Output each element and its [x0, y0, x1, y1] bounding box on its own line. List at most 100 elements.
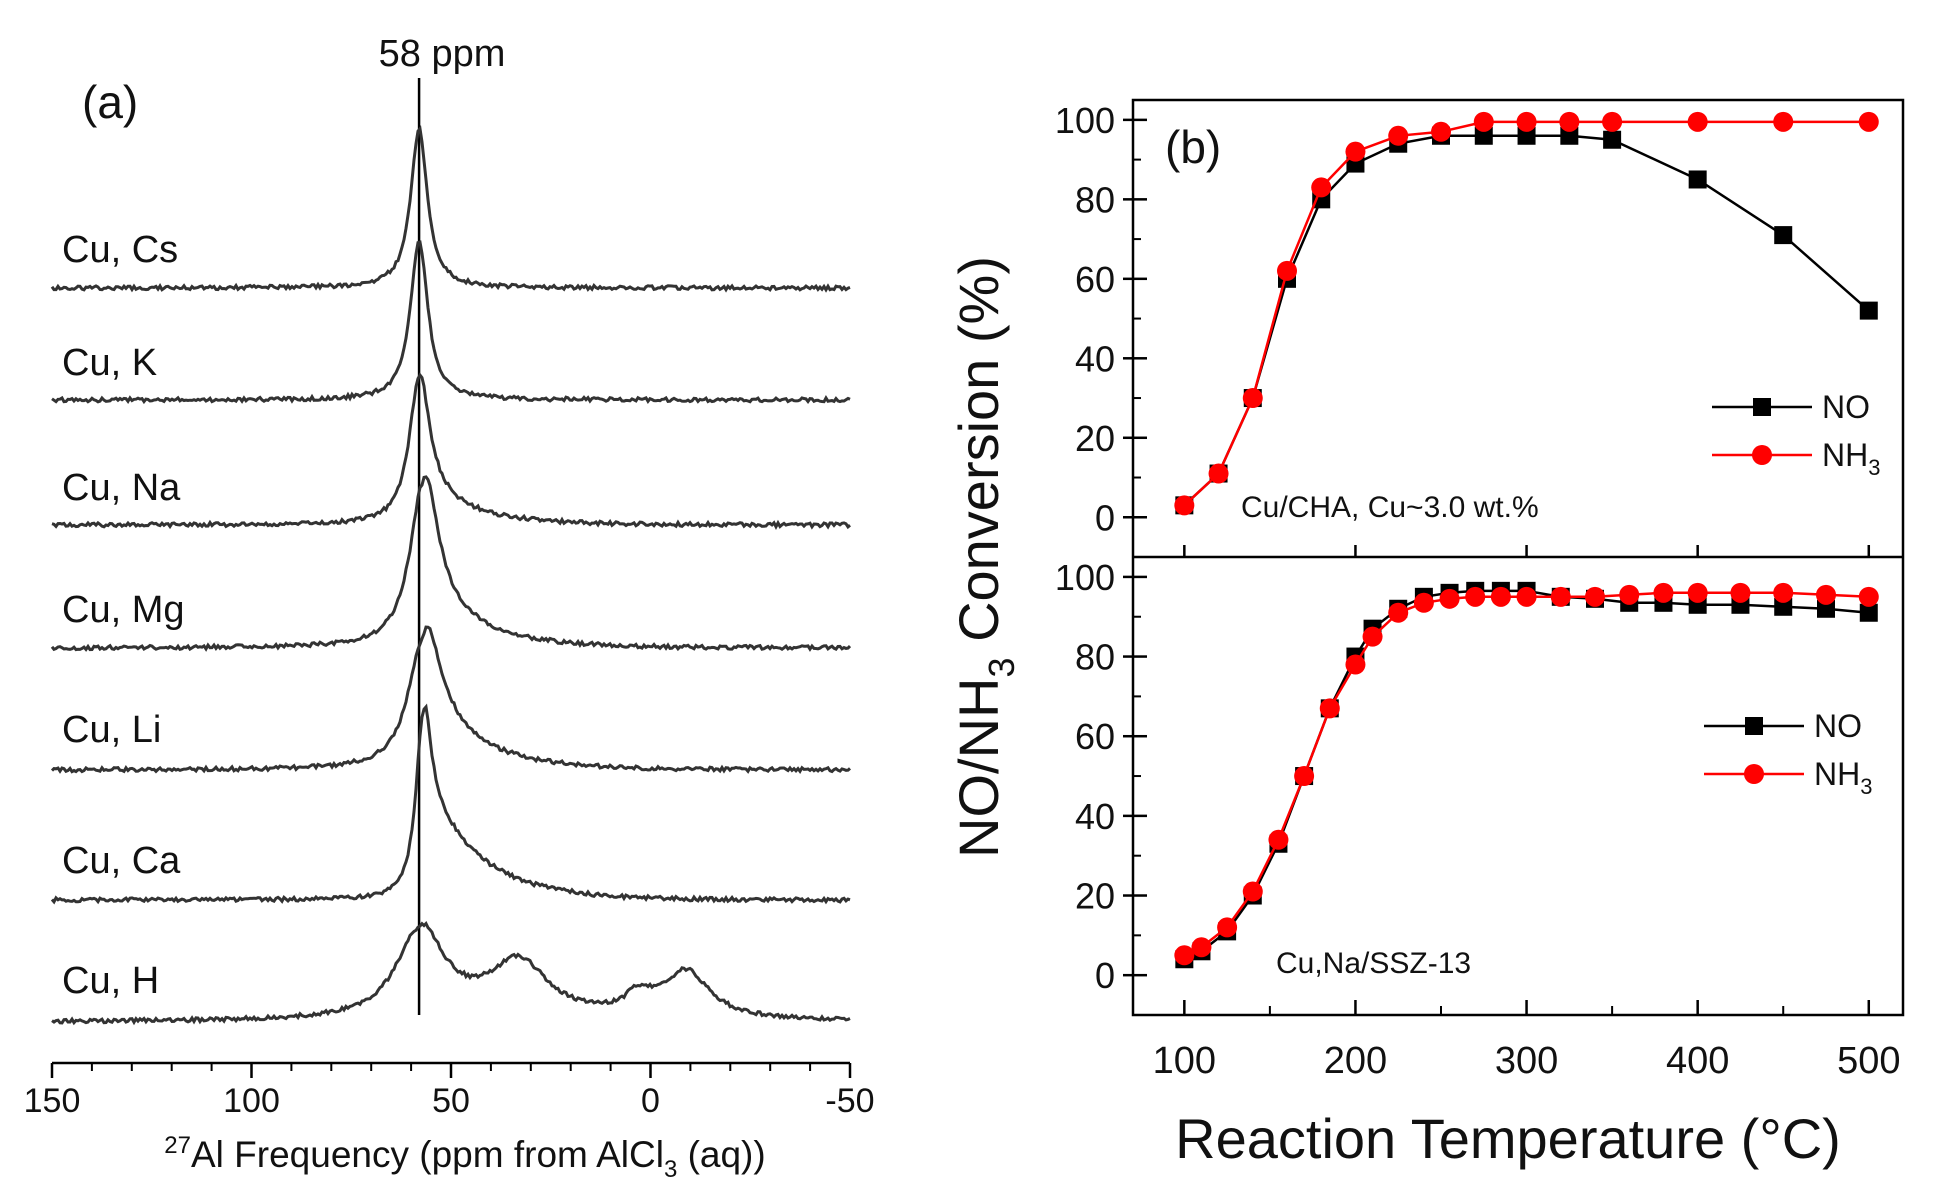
data-point-circle — [1490, 586, 1511, 607]
data-point-square — [1817, 599, 1835, 618]
spectrum-label: Cu, H — [62, 960, 159, 1002]
data-point-circle — [1208, 463, 1229, 484]
data-point-circle — [1242, 881, 1263, 902]
x-tick-label: 200 — [1324, 1040, 1387, 1082]
spectrum-trace — [50, 625, 852, 775]
data-point-circle — [1653, 582, 1674, 603]
panel-b-axes: 100 200 300 400 500 0 20 40 60 80 100 0 20 40 60 80 100 — [1055, 100, 1901, 1082]
y-tick-label: 100 — [1055, 557, 1115, 598]
data-point-square — [1859, 301, 1878, 320]
data-point-circle — [1268, 829, 1289, 850]
data-point-circle — [1277, 260, 1297, 281]
panel-a-x-axis-label: 27Al Frequency (ppm from AlCl3 (aq)) — [164, 1132, 765, 1183]
x-tick-label: 50 — [432, 1082, 470, 1120]
data-point-circle — [1388, 602, 1409, 623]
data-point-square — [1603, 130, 1622, 149]
panel-b-legends: NO NH3 NO NH3 — [1704, 389, 1880, 799]
data-point-circle — [1174, 945, 1195, 966]
spectrum-label: Cu, K — [62, 342, 157, 384]
peak-annotation-58-ppm: 58 ppm — [379, 33, 506, 75]
spectrum-trace — [50, 703, 851, 905]
data-point-circle — [1473, 111, 1494, 132]
data-point-circle — [1319, 698, 1340, 719]
data-point-circle — [1242, 388, 1263, 409]
data-point-circle — [1550, 586, 1571, 607]
data-point-circle — [1619, 584, 1640, 605]
data-point-circle — [1559, 111, 1580, 132]
x-tick-label: -50 — [825, 1082, 874, 1120]
y-tick-label: 20 — [1075, 876, 1115, 917]
data-point-circle — [1516, 111, 1537, 132]
spectrum-label: Cu, Mg — [62, 589, 184, 631]
data-point-circle — [1465, 586, 1486, 607]
legend-label: NO — [1822, 389, 1870, 425]
legend-label: NH3 — [1822, 437, 1880, 480]
data-point-circle — [1858, 586, 1879, 607]
legend-marker-square — [1745, 717, 1763, 735]
lower-panel-annotation: Cu,Na/SSZ-13 — [1276, 947, 1471, 980]
data-point-circle — [1602, 111, 1623, 132]
data-point-circle — [1174, 495, 1195, 516]
data-point-circle — [1687, 111, 1708, 132]
data-point-circle — [1191, 937, 1212, 958]
legend-marker-square — [1753, 398, 1771, 416]
data-point-circle — [1773, 582, 1794, 603]
panel-b-y-axis-label: NO/NH3 Conversion (%) — [947, 256, 1022, 858]
data-point-circle — [1816, 584, 1836, 605]
data-point-circle — [1345, 141, 1366, 162]
y-tick-label: 0 — [1095, 497, 1115, 538]
y-tick-label: 0 — [1095, 955, 1115, 996]
data-point-circle — [1217, 917, 1238, 938]
x-tick-label: 0 — [641, 1082, 660, 1120]
data-point-circle — [1730, 582, 1751, 603]
y-tick-label: 60 — [1075, 259, 1115, 300]
spectrum-label: Cu, Cs — [62, 229, 178, 271]
data-point-circle — [1413, 592, 1434, 613]
spectrum-label: Cu, Na — [62, 467, 181, 509]
panel-a-x-axis: 150 100 50 0 -50 — [24, 1061, 875, 1120]
y-tick-label: 60 — [1075, 716, 1115, 757]
y-tick-label: 80 — [1075, 179, 1115, 220]
data-point-circle — [1294, 766, 1315, 787]
panel-a-label: (a) — [82, 76, 138, 128]
data-point-circle — [1687, 582, 1708, 603]
data-point-circle — [1516, 586, 1537, 607]
data-point-circle — [1311, 177, 1332, 198]
y-tick-label: 40 — [1075, 796, 1115, 837]
x-tick-label: 150 — [24, 1082, 81, 1120]
panel-b-conversion: (b) 100 200 300 400 500 0 20 40 60 80 100 0 20 40 60 80… — [947, 98, 1905, 1170]
panel-b-series — [1174, 111, 1879, 969]
legend-label: NO — [1814, 708, 1862, 744]
data-point-square — [1859, 603, 1878, 622]
spectrum-label: Cu, Ca — [62, 840, 181, 882]
data-point-circle — [1362, 626, 1383, 647]
data-point-circle — [1431, 121, 1451, 142]
y-tick-label: 80 — [1075, 637, 1115, 678]
panel-a-nmr: (a) 58 ppm Cu, Cs Cu, K Cu, Na Cu, Mg Cu, Li… — [24, 33, 875, 1183]
y-tick-label: 100 — [1055, 100, 1115, 141]
data-point-square — [1774, 597, 1793, 616]
data-point-square — [1560, 126, 1579, 145]
data-point-circle — [1439, 588, 1460, 609]
x-tick-label: 100 — [223, 1082, 280, 1120]
spectrum-trace — [50, 475, 852, 652]
data-point-square — [1688, 170, 1707, 189]
y-tick-label: 40 — [1075, 338, 1115, 379]
legend-marker-circle — [1752, 445, 1772, 465]
data-point-circle — [1345, 654, 1366, 675]
spectrum-trace — [51, 372, 851, 530]
spectrum-trace — [50, 125, 851, 293]
data-point-square — [1517, 126, 1536, 145]
spectrum-trace — [51, 920, 851, 1026]
y-tick-label: 20 — [1075, 418, 1115, 459]
nmr-spectra: Cu, Cs Cu, K Cu, Na Cu, Mg Cu, Li Cu, Ca Cu, H — [50, 125, 852, 1026]
spectrum-label: Cu, Li — [62, 709, 161, 751]
x-tick-label: 300 — [1495, 1040, 1558, 1082]
data-point-circle — [1585, 586, 1605, 607]
upper-panel-annotation: Cu/CHA, Cu~3.0 wt.% — [1241, 491, 1539, 524]
legend-marker-circle — [1744, 764, 1764, 784]
x-tick-label: 100 — [1153, 1040, 1216, 1082]
data-point-circle — [1858, 111, 1879, 132]
x-tick-label: 500 — [1837, 1040, 1900, 1082]
